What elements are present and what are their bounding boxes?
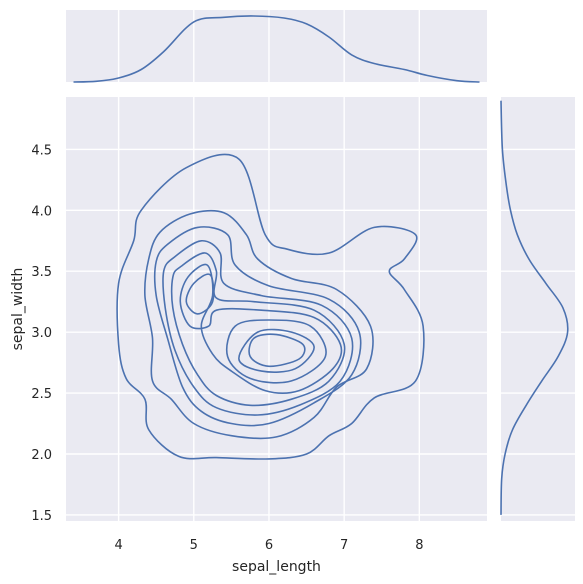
y-tick-label: 2.5 <box>31 387 52 402</box>
kde-contour-level-2 <box>143 209 374 440</box>
marginal-curves <box>73 15 569 515</box>
kde-contour-level-4 <box>162 239 354 416</box>
marginal-x-panel <box>66 10 487 82</box>
kde-contour-level-10 <box>248 333 306 368</box>
x-axis-label: sepal_length <box>232 559 321 575</box>
y-tick-label: 4.0 <box>31 204 52 219</box>
kde-contour-level-8 <box>225 319 327 384</box>
kde-contour-level-7 <box>185 273 215 315</box>
kde-contour-level-9 <box>238 328 315 373</box>
x-tick-label: 7 <box>340 538 348 553</box>
y-tick-label: 4.5 <box>31 143 52 158</box>
tick-labels: 4 5 6 7 8 1.5 2.0 2.5 3.0 3.5 4.0 4.5 <box>31 143 423 553</box>
marginal-y-density-curve <box>500 100 569 515</box>
kde-contours <box>116 153 425 460</box>
kde-contour-level-3 <box>153 226 362 427</box>
y-tick-label: 3.0 <box>31 326 52 341</box>
kde-contour-level-6 <box>179 263 343 395</box>
y-tick-label: 2.0 <box>31 448 52 463</box>
kde-contour-level-1 <box>116 153 425 460</box>
x-tick-label: 6 <box>265 538 273 553</box>
y-axis-label: sepal_width <box>10 268 26 351</box>
joint-kde-panel <box>66 97 487 521</box>
y-tick-label: 3.5 <box>31 265 52 280</box>
kde-contour-level-5 <box>170 252 346 407</box>
x-tick-label: 5 <box>190 538 198 553</box>
marginal-x-density-curve <box>73 15 480 83</box>
y-tick-label: 1.5 <box>31 509 52 524</box>
x-tick-label: 4 <box>114 538 122 553</box>
x-tick-label: 8 <box>415 538 423 553</box>
